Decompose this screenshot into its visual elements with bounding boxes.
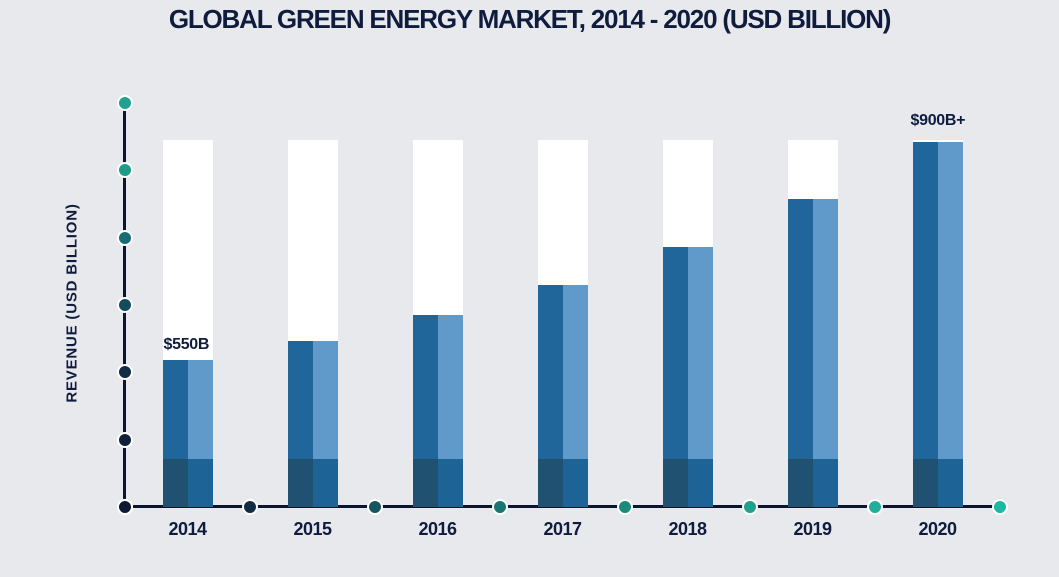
bar-2016-base-dark [412, 459, 438, 507]
y-axis-dot-1 [117, 95, 133, 111]
bar-2017-base-mid [562, 459, 588, 507]
bar-2014-base-mid [187, 459, 213, 507]
value-label-2020: $900B+ [910, 112, 966, 129]
bar-2016-base-mid [437, 459, 463, 507]
value-label-2014: $550B [163, 336, 210, 353]
bar-2014 [162, 360, 213, 507]
bar-2015-base-dark [287, 459, 313, 507]
y-axis-dot-5 [117, 364, 133, 381]
bar-2020 [912, 142, 963, 507]
bar-2017-base-dark [537, 459, 563, 507]
x-tick-2019: 2019 [793, 519, 832, 539]
y-axis-dot-3 [117, 229, 133, 246]
bar-2016 [412, 315, 463, 507]
x-axis-dot-7 [867, 499, 883, 515]
bar-2014-base-dark [162, 459, 188, 507]
x-axis-dot-8 [992, 499, 1008, 515]
x-axis-dot-6 [742, 499, 758, 515]
x-axis-dot-5 [617, 499, 633, 515]
x-tick-2015: 2015 [293, 519, 332, 539]
bar-2020-base-dark [912, 459, 938, 507]
bar-2019-light-half [812, 199, 838, 507]
bar-2018 [662, 247, 713, 507]
y-axis-title: REVENUE (USD BILLION) [63, 203, 81, 403]
x-tick-2014: 2014 [168, 519, 207, 539]
y-axis-dot-4 [117, 296, 133, 313]
bar-2019-dark-half [787, 199, 813, 507]
x-axis-dot-2 [242, 499, 258, 515]
x-axis-dot-4 [492, 499, 508, 515]
bar-2018-base-mid [687, 459, 713, 507]
bar-2015-base-mid [312, 459, 338, 507]
bar-2020-base-mid [937, 459, 963, 507]
bar-2015 [287, 341, 338, 507]
x-tick-2016: 2016 [418, 519, 457, 539]
chart-title: GLOBAL GREEN ENERGY MARKET, 2014 - 2020 … [168, 4, 892, 34]
x-tick-2020: 2020 [918, 519, 957, 539]
bar-2020-dark-half [912, 142, 938, 507]
x-tick-2017: 2017 [543, 519, 582, 539]
x-axis-dot-3 [367, 499, 383, 515]
y-axis-dot-2 [117, 162, 133, 179]
bar-2017 [537, 285, 588, 507]
bar-2020-light-half [937, 142, 963, 507]
bar-2019 [787, 199, 838, 507]
bar-2018-base-dark [662, 459, 688, 507]
x-tick-2018: 2018 [668, 519, 707, 539]
bar-2019-base-mid [812, 459, 838, 507]
y-axis-dot-6 [117, 431, 133, 448]
x-axis-dot-1 [117, 499, 133, 515]
bar-2019-base-dark [787, 459, 813, 507]
